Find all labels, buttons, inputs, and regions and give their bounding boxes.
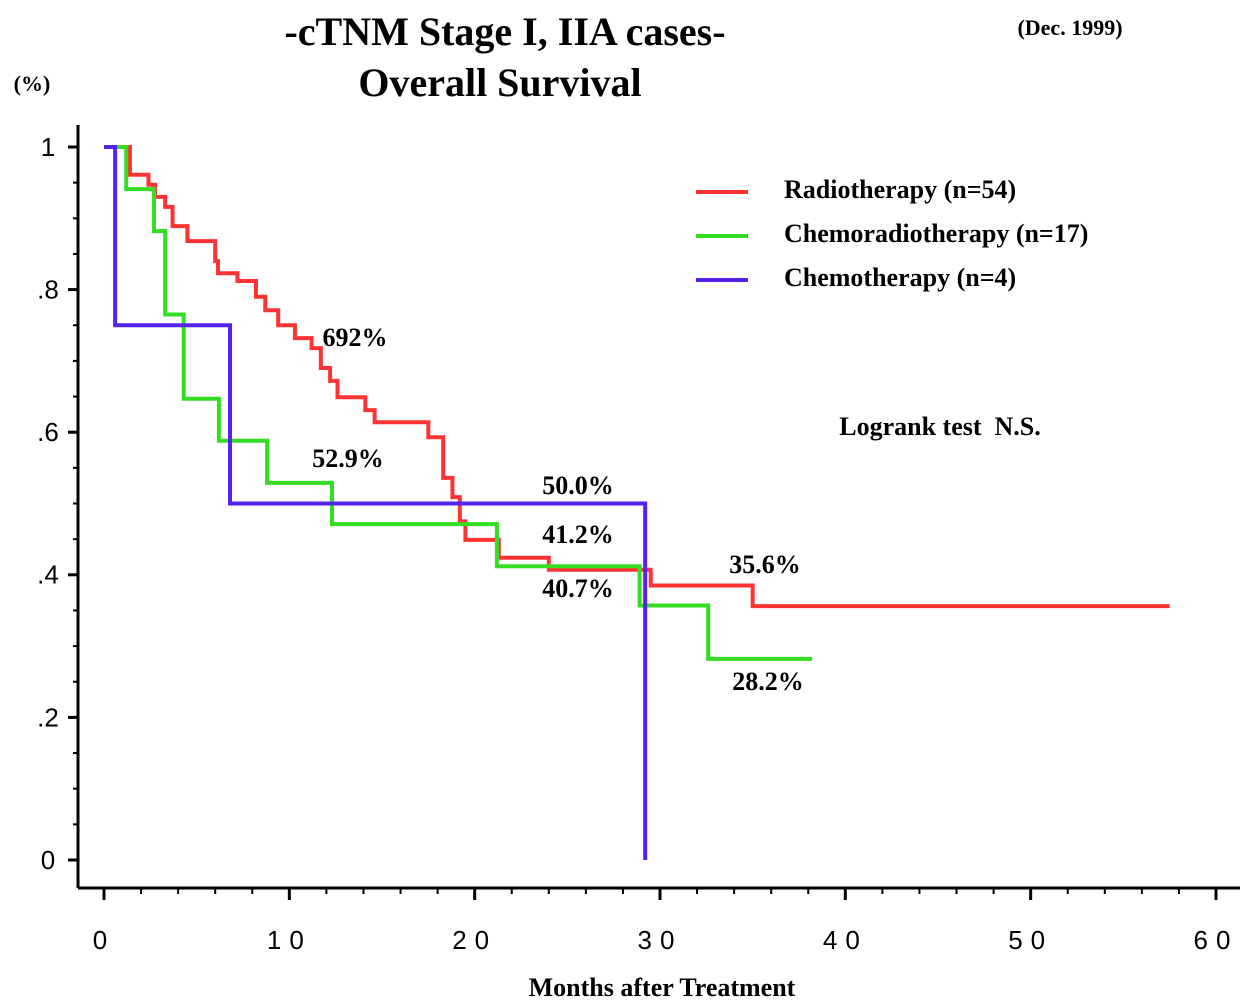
- annotation: 50.0%: [542, 471, 614, 500]
- x-tick-label: 30: [638, 925, 683, 955]
- x-tick-label: 60: [1194, 925, 1239, 955]
- x-axis-label: Months after Treatment: [529, 973, 796, 1002]
- legend-label: Chemotherapy (n=4): [784, 263, 1016, 292]
- annotation: 40.7%: [542, 574, 614, 603]
- survival-line: [104, 145, 648, 860]
- annotation: 35.6%: [729, 550, 801, 579]
- annotation: 28.2%: [732, 667, 804, 696]
- chart-subtitle: Overall Survival: [358, 60, 641, 105]
- annotation: Logrank test N.S.: [839, 412, 1041, 441]
- annotation: 41.2%: [542, 520, 614, 549]
- y-tick-label: .8: [37, 274, 59, 304]
- y-tick-label: .4: [37, 560, 59, 590]
- annotation: 52.9%: [312, 444, 384, 473]
- x-tick-label: 50: [1008, 925, 1053, 955]
- survival-line: [104, 145, 1170, 609]
- x-tick-label: 40: [823, 925, 868, 955]
- y-axis-label: (%): [14, 71, 51, 96]
- x-tick-label: 10: [267, 925, 312, 955]
- x-tick-label: 20: [452, 925, 497, 955]
- legend-label: Chemoradiotherapy (n=17): [784, 219, 1088, 248]
- x-tick-label: 0: [93, 925, 115, 955]
- legend-label: Radiotherapy (n=54): [784, 175, 1016, 204]
- y-tick-label: .6: [37, 417, 59, 447]
- y-tick-label: .2: [37, 702, 59, 732]
- annotation: 692%: [323, 323, 388, 352]
- y-tick-label: 1: [41, 132, 55, 162]
- chart-title: -cTNM Stage I, IIA cases-: [284, 9, 725, 54]
- date-note: (Dec. 1999): [1017, 15, 1122, 40]
- y-tick-label: 0: [41, 845, 55, 875]
- survival-line: [104, 145, 812, 661]
